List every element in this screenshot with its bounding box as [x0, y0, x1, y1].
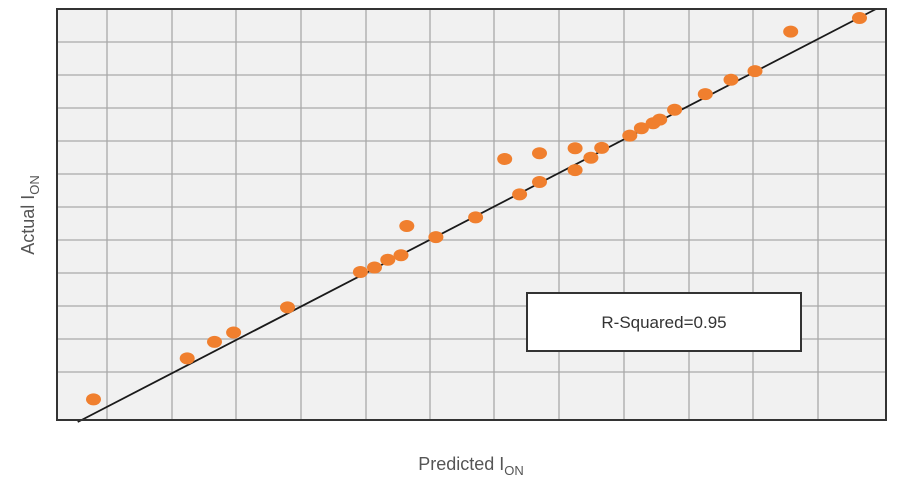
data-point-29 — [783, 25, 799, 38]
data-point-14 — [512, 188, 528, 201]
data-point-8 — [380, 253, 396, 266]
data-point-19 — [583, 151, 599, 164]
data-point-11 — [428, 231, 444, 244]
data-point-3 — [207, 335, 222, 348]
data-point-17 — [567, 164, 583, 177]
y-axis-title-main: Actual I — [18, 195, 38, 255]
y-axis-title-sub: ON — [27, 175, 42, 195]
data-point-27 — [723, 73, 739, 86]
y-axis-title: Actual ION — [18, 175, 42, 255]
r-squared-box: R-Squared=0.95 — [526, 292, 802, 352]
x-axis-title-main: Predicted I — [418, 454, 504, 474]
data-point-25 — [667, 103, 683, 116]
data-point-24 — [652, 113, 668, 126]
x-axis-title: Predicted ION — [418, 454, 524, 478]
data-point-15 — [532, 176, 547, 188]
x-axis-title-sub: ON — [504, 463, 524, 478]
data-point-30 — [852, 12, 867, 24]
data-point-22 — [633, 122, 649, 135]
data-points — [86, 12, 867, 406]
data-point-12 — [468, 211, 484, 224]
data-point-1 — [86, 393, 101, 406]
plot-frame — [56, 8, 887, 421]
data-point-4 — [226, 326, 242, 339]
r-squared-label: R-Squared=0.95 — [601, 313, 726, 332]
data-point-21 — [622, 129, 638, 142]
data-point-28 — [747, 65, 763, 78]
data-point-6 — [352, 266, 368, 278]
data-point-26 — [697, 88, 713, 101]
data-point-20 — [594, 141, 610, 154]
data-point-10 — [399, 220, 415, 232]
data-point-9 — [393, 249, 409, 262]
data-point-18 — [567, 142, 583, 155]
data-point-7 — [367, 261, 382, 274]
data-point-5 — [280, 301, 295, 314]
data-point-13 — [497, 153, 513, 165]
data-point-2 — [179, 352, 195, 365]
data-point-16 — [532, 147, 547, 160]
